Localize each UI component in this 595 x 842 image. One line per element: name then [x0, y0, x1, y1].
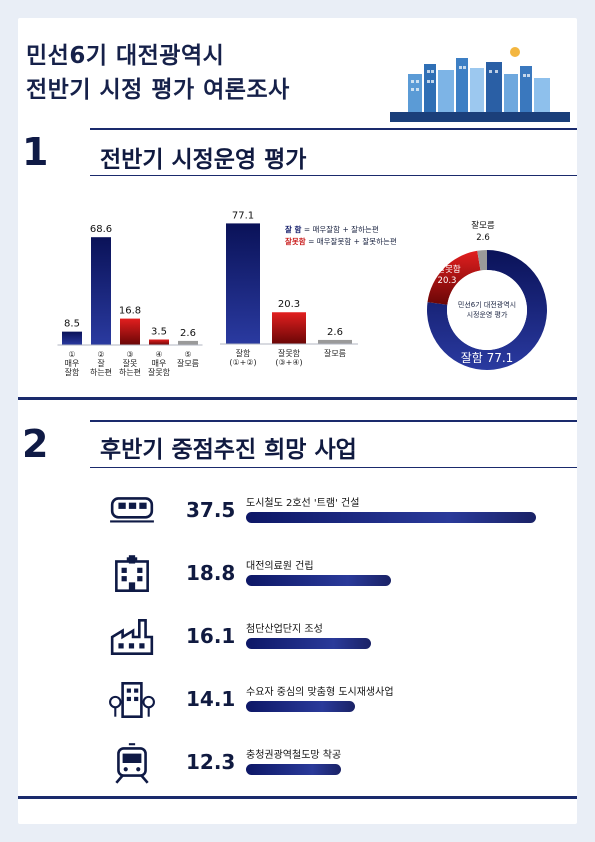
bar-2 — [318, 339, 352, 344]
category-label-0-0: ① — [68, 350, 75, 359]
project-bar — [246, 764, 342, 775]
donut-slice-1 — [427, 250, 481, 305]
project-label: 대전의료원 건립 — [246, 561, 314, 572]
train-icon — [115, 743, 149, 784]
legend-good: 잘 함 = 매우잘함 + 잘하는편 — [285, 224, 397, 236]
bar-value-0: 77.1 — [232, 210, 254, 221]
category-label-1-2: 하는편 — [90, 367, 112, 377]
legend-bad-key: 잘못함 — [285, 237, 306, 246]
project-value: 37.5 — [186, 498, 236, 522]
hospital-icon — [115, 555, 149, 592]
project-label: 충청권광역철도망 착공 — [246, 750, 342, 761]
section1-top-rule — [90, 128, 577, 130]
bar-value-2: 16.8 — [119, 306, 141, 317]
project-label: 첨단산업단지 조성 — [246, 624, 323, 635]
section1-bottom-rule — [90, 175, 577, 176]
legend-good-desc: = 매우잘함 + 잘하는편 — [303, 225, 379, 234]
project-row: 37.5 도시철도 2호선 '트램' 건설 — [100, 488, 560, 548]
project-label: 수요자 중심의 맞춤형 도시재생사업 — [246, 687, 394, 698]
bar-2 — [120, 318, 140, 345]
category-label-4-0: ⑤ — [184, 350, 191, 359]
project-row: 14.1 수요자 중심의 맞춤형 도시재생사업 — [100, 677, 560, 737]
project-row: 16.1 첨단산업단지 조성 — [100, 614, 560, 674]
bar-value-1: 68.6 — [90, 224, 112, 235]
project-row: 18.8 대전의료원 건립 — [100, 551, 560, 611]
donut-label-unknown-value: 2.6 — [476, 233, 490, 243]
category-label-1-1: (③+④) — [275, 358, 302, 367]
donut-hole — [447, 270, 527, 350]
page-title-line1: 민선6기 대전광역시 — [26, 43, 225, 69]
category-label-3-0: ④ — [155, 350, 162, 359]
category-label-4-1: 잘모름 — [177, 359, 199, 368]
donut-center-label-1: 시정운영 평가 — [467, 310, 508, 319]
bar-value-1: 20.3 — [278, 299, 300, 310]
project-value: 16.1 — [186, 624, 236, 648]
bar-1 — [91, 237, 111, 345]
category-label-2-0: 잘모름 — [324, 349, 346, 358]
bar-4 — [178, 340, 198, 345]
section1-title: 전반기 시정운영 평가 — [100, 147, 307, 173]
category-label-0-1: (①+②) — [229, 358, 256, 367]
project-value: 18.8 — [186, 561, 236, 585]
category-label-0-1: 매우 — [65, 359, 80, 368]
tram-icon — [110, 497, 154, 523]
city-building-icon — [109, 682, 155, 718]
bar-3 — [149, 339, 169, 345]
project-row: 12.3 충청권광역철도망 착공 — [100, 740, 560, 800]
chart-detailed-evaluation: 8.5①매우잘함68.6②잘하는편16.8③잘못하는편3.5④매우잘못함2.6⑤… — [57, 224, 203, 377]
legend-bad: 잘못함 = 매우잘못함 + 잘못하는편 — [285, 236, 397, 248]
donut-label-good: 잘함 77.1 — [461, 351, 514, 365]
section2-top-rule — [18, 397, 577, 400]
bar-value-3: 3.5 — [151, 327, 167, 338]
legend-bad-desc: = 매우잘못함 + 잘못하는편 — [308, 237, 397, 246]
category-label-1-0: 잘못함 — [278, 349, 301, 358]
donut-label-bad-name: 잘못함 — [437, 264, 461, 275]
section2-number: 2 — [22, 422, 49, 466]
project-bar — [246, 701, 356, 712]
category-label-0-2: 잘함 — [65, 368, 80, 377]
donut-label-bad-value: 20.3 — [438, 276, 457, 286]
category-label-2-2: 하는편 — [119, 367, 141, 377]
city-skyline-illustration — [390, 47, 570, 122]
project-label: 도시철도 2호선 '트램' 건설 — [246, 498, 360, 509]
page-title-line2: 전반기 시정 평가 여론조사 — [26, 77, 290, 103]
section1-number: 1 — [22, 130, 49, 174]
bottom-rule — [18, 796, 577, 799]
section2-bottom-rule — [90, 467, 577, 468]
legend-good-key: 잘 함 — [285, 225, 302, 234]
project-bar — [246, 575, 392, 586]
bar-0 — [62, 331, 82, 345]
section2-rule — [90, 420, 577, 422]
section2-title: 후반기 중점추진 희망 사업 — [100, 437, 357, 463]
category-label-3-1: 매우 — [152, 359, 167, 368]
project-value: 14.1 — [186, 687, 236, 711]
project-bar — [246, 638, 371, 649]
category-label-1-1: 잘 — [97, 359, 105, 368]
category-label-0-0: 잘함 — [236, 349, 251, 358]
donut-label-unknown-name: 잘모름 — [471, 220, 495, 231]
donut-slice-0 — [427, 250, 547, 370]
bar-value-4: 2.6 — [180, 328, 196, 339]
donut-center-label-0: 민선6기 대전광역시 — [458, 300, 516, 309]
factory-icon — [110, 619, 154, 655]
category-label-3-2: 잘못함 — [148, 368, 171, 377]
category-label-2-1: 잘못 — [123, 359, 138, 368]
chart-legend: 잘 함 = 매우잘함 + 잘하는편 잘못함 = 매우잘못함 + 잘못하는편 — [285, 224, 397, 248]
bar-value-2: 2.6 — [327, 327, 343, 338]
bar-1 — [272, 312, 306, 344]
category-label-1-0: ② — [97, 350, 104, 359]
donut-slice-2 — [477, 250, 487, 271]
bar-0 — [226, 223, 260, 344]
category-label-2-0: ③ — [126, 350, 133, 359]
bar-value-0: 8.5 — [64, 319, 80, 330]
project-value: 12.3 — [186, 750, 236, 774]
project-bar — [246, 512, 536, 523]
